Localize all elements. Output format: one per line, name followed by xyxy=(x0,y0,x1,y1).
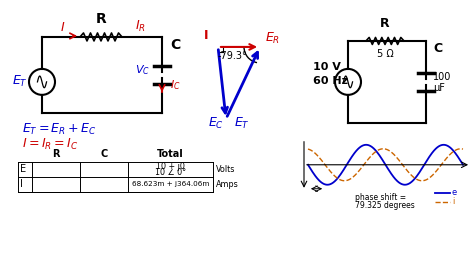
Text: 60 Hz: 60 Hz xyxy=(313,76,348,86)
Text: phase shift =: phase shift = xyxy=(355,193,406,202)
Text: Volts: Volts xyxy=(216,165,236,174)
Text: R: R xyxy=(380,17,390,30)
Text: C: C xyxy=(433,43,442,55)
Text: 10 V: 10 V xyxy=(313,62,341,72)
Text: 5 Ω: 5 Ω xyxy=(377,49,393,59)
Text: Amps: Amps xyxy=(216,180,239,189)
Text: $I = I_R = I_C$: $I = I_R = I_C$ xyxy=(22,137,78,152)
Text: 100: 100 xyxy=(433,72,451,82)
Text: R: R xyxy=(52,149,60,159)
Text: $V_C$: $V_C$ xyxy=(135,63,150,77)
Text: I: I xyxy=(20,179,23,189)
Text: 79.325 degrees: 79.325 degrees xyxy=(355,201,415,210)
Text: $E_T = E_R + E_C$: $E_T = E_R + E_C$ xyxy=(22,122,97,137)
Text: e: e xyxy=(452,188,457,197)
Text: $I$: $I$ xyxy=(60,21,65,34)
Text: R: R xyxy=(96,12,106,26)
Text: $E_C$: $E_C$ xyxy=(208,116,224,131)
Text: $I_R$: $I_R$ xyxy=(135,19,146,34)
Text: i: i xyxy=(452,197,455,206)
Text: $E_R$: $E_R$ xyxy=(265,31,280,46)
Text: $E_T$: $E_T$ xyxy=(12,74,28,89)
Text: ElectricalEngineering.XYZ Articles: ElectricalEngineering.XYZ Articles xyxy=(83,238,391,253)
Text: $I_C$: $I_C$ xyxy=(170,78,181,92)
Text: μF: μF xyxy=(433,83,445,93)
Text: E: E xyxy=(20,164,26,174)
Text: $E_T$: $E_T$ xyxy=(234,116,250,131)
Text: 68.623m + j364.06m: 68.623m + j364.06m xyxy=(132,181,209,187)
Text: 10 ∠ 0°: 10 ∠ 0° xyxy=(155,168,186,177)
Text: -79.3°: -79.3° xyxy=(217,51,247,61)
Text: 10 + j0: 10 + j0 xyxy=(156,162,185,171)
Text: C: C xyxy=(100,149,108,159)
Text: C: C xyxy=(170,38,180,52)
Text: I: I xyxy=(204,29,208,42)
Text: Total: Total xyxy=(157,149,184,159)
